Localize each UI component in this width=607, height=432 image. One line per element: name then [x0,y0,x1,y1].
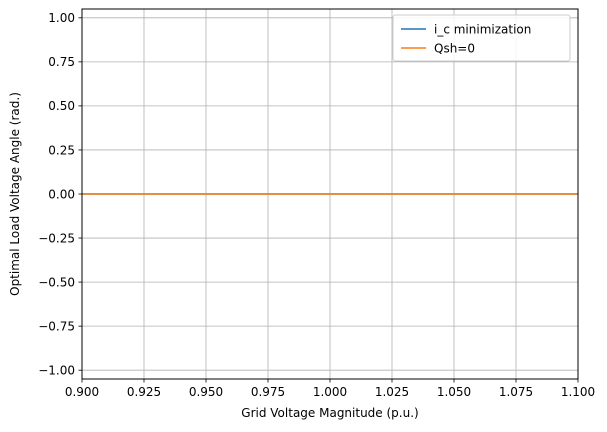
x-tick-label: 1.050 [437,385,471,399]
y-tick-label: 1.00 [48,11,75,25]
x-axis-label: Grid Voltage Magnitude (p.u.) [241,406,418,420]
axis-ticks: 0.900 0.925 0.950 0.975 1.000 1.025 1.050 1.075… [38,11,595,399]
y-tick-label: 0.50 [48,99,75,113]
y-tick-label: −1.00 [38,363,75,377]
y-tick-label: 0.75 [48,55,75,69]
x-tick-label: 0.900 [65,385,99,399]
y-tick-label: −0.50 [38,275,75,289]
legend-box [392,14,571,62]
x-tick-label: 1.100 [561,385,595,399]
x-tick-label: 1.000 [313,385,347,399]
legend-label-1: i_c minimization [434,22,531,36]
legend: i_c minimization Qsh=0 [392,14,571,62]
x-tick-label: 0.925 [127,385,161,399]
x-tick-label: 0.950 [189,385,223,399]
x-tick-label: 1.025 [375,385,409,399]
y-tick-label: 0.25 [48,143,75,157]
legend-label-2: Qsh=0 [434,41,475,55]
y-tick-label: −0.25 [38,231,75,245]
x-tick-label: 1.075 [499,385,533,399]
y-tick-label: 0.00 [48,187,75,201]
y-axis-label: Optimal Load Voltage Angle (rad.) [8,92,22,296]
x-tick-label: 0.975 [251,385,285,399]
y-tick-label: −0.75 [38,319,75,333]
